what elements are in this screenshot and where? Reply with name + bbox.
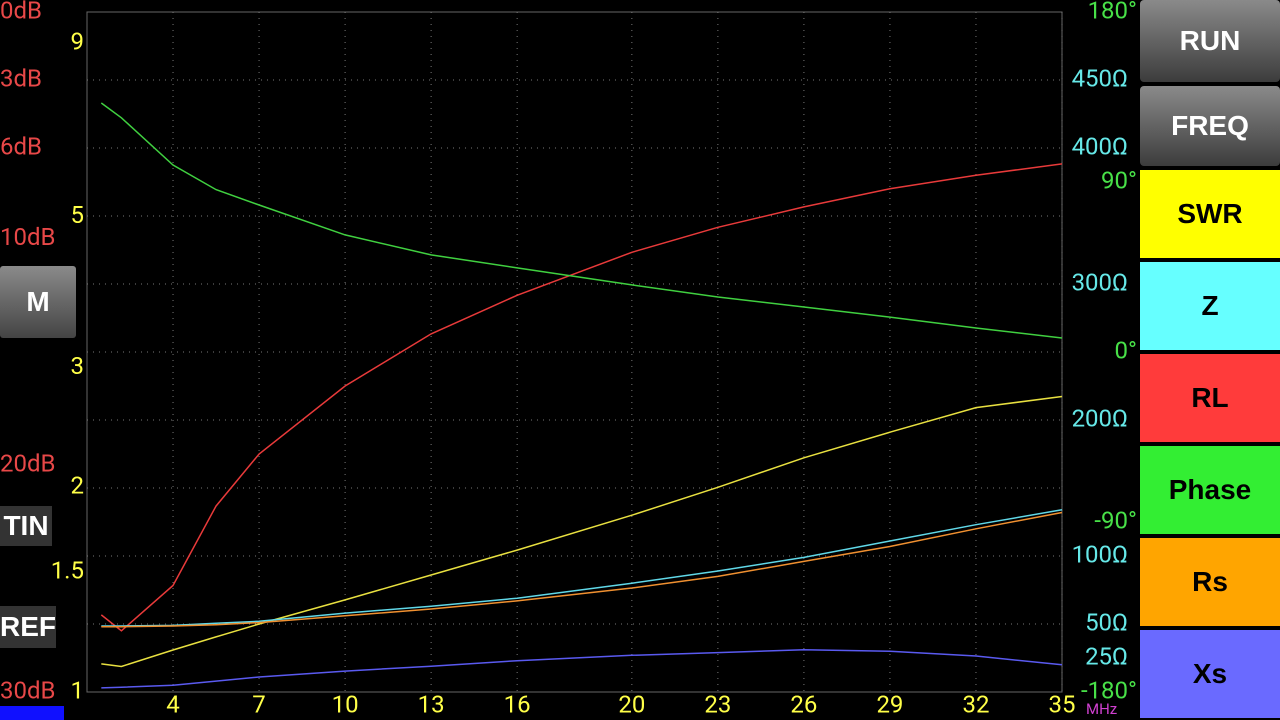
series-line [100, 163, 1063, 632]
plot: 4 7 10 13 16 20 23 26 29 32 35 MHz0dB3dB6dB10dB20dB… [0, 0, 1137, 720]
series-line [101, 649, 1063, 689]
z-tick-label: 100Ω [1072, 540, 1128, 568]
x-tick-label: 7 [252, 690, 266, 718]
z-tick-label: 200Ω [1072, 404, 1128, 432]
mode-button[interactable]: FREQ [1140, 86, 1280, 166]
rl-tick-label: 6dB [0, 132, 42, 160]
x-tick-label: 23 [704, 690, 731, 718]
x-tick-label: 26 [790, 690, 817, 718]
series-line [101, 509, 1063, 627]
z-tick-label: 300Ω [1072, 268, 1128, 296]
x-tick-label: 29 [876, 690, 903, 718]
series-line [101, 395, 1063, 668]
ref-button[interactable]: REF [0, 606, 56, 648]
phase-tick-label: 0° [1115, 336, 1137, 364]
z-tick-label: 25Ω [1085, 642, 1128, 670]
x-tick-label: 20 [618, 690, 645, 718]
x-unit: MHz [1086, 700, 1117, 718]
swr-tick-label: 1 [71, 676, 85, 704]
phase-tick-label: 90° [1101, 166, 1137, 194]
x-tick-label: 13 [418, 690, 445, 718]
rl-tick-label: 20dB [0, 450, 55, 478]
z-tick-label: 400Ω [1072, 132, 1128, 160]
rl-tick-label: 3dB [0, 64, 42, 92]
x-tick-label: 4 [166, 690, 180, 718]
x-tick-label: 32 [962, 690, 989, 718]
tin-button[interactable]: TIN [0, 506, 52, 546]
x-tick-label: 35 [1049, 690, 1076, 718]
rl-tick-label: 0dB [0, 0, 42, 24]
swr-tick-label: 1.5 [51, 557, 84, 585]
swr-tick-label: 5 [71, 201, 85, 229]
z-tick-label: 50Ω [1085, 608, 1128, 636]
series-line [101, 511, 1063, 628]
mode-button[interactable]: Phase [1140, 446, 1280, 534]
swr-tick-label: 3 [71, 352, 85, 380]
series-line [100, 102, 1063, 339]
phase-tick-label: -180° [1081, 676, 1137, 704]
swr-tick-label: 2 [71, 472, 85, 500]
mode-button[interactable]: SWR [1140, 170, 1280, 258]
z-tick-label: 450Ω [1072, 64, 1128, 92]
swr-tick-label: 9 [71, 27, 85, 55]
mode-button[interactable]: Z [1140, 262, 1280, 350]
phase-tick-label: -90° [1094, 506, 1137, 534]
progress-bar [0, 706, 64, 720]
mode-button[interactable]: RL [1140, 354, 1280, 442]
x-tick-label: 16 [504, 690, 531, 718]
x-tick-label: 10 [332, 690, 359, 718]
rl-tick-label: 30dB [0, 676, 55, 704]
mode-button[interactable]: Xs [1140, 630, 1280, 718]
mode-button[interactable]: RUN [1140, 0, 1280, 82]
phase-tick-label: 180° [1088, 0, 1137, 24]
rl-tick-label: 10dB [0, 223, 55, 251]
mode-button[interactable]: Rs [1140, 538, 1280, 626]
marker-button[interactable]: M [0, 266, 76, 338]
